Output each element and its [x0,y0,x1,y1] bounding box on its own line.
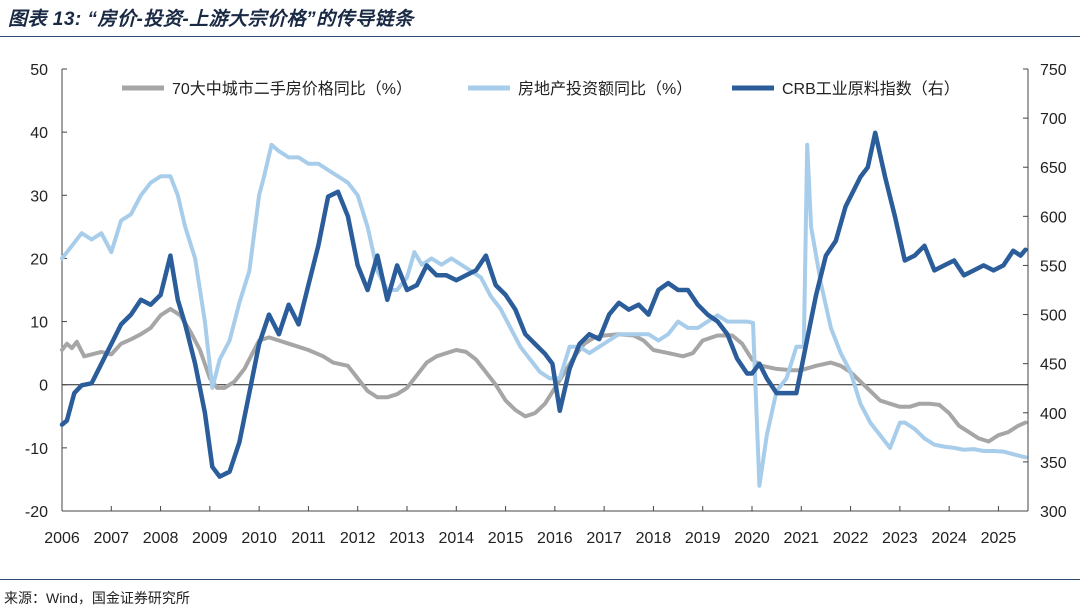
right-tick-label: 300 [1040,504,1067,521]
left-tick-label: -20 [25,504,48,521]
x-tick-label: 2018 [636,530,672,547]
legend-label-3: CRB工业原料指数（右） [782,80,960,98]
x-tick-label: 2014 [438,530,474,547]
x-tick-label: 2023 [882,530,918,547]
left-tick-label: 30 [30,188,48,205]
right-tick-label: 600 [1040,209,1067,226]
legend-label-2: 房地产投资额同比（%） [518,80,692,98]
legend: 70大中城市二手房价格同比（%） 房地产投资额同比（%） CRB工业原料指数（右） [122,80,960,98]
x-tick-label: 2020 [734,530,770,547]
right-tick-label: 650 [1040,160,1067,177]
left-tick-label: 0 [39,378,48,395]
chart-axes: 50403020100-10-2075070065060055050045040… [25,62,1067,547]
right-tick-label: 700 [1040,111,1067,128]
right-tick-label: 450 [1040,357,1067,374]
x-tick-label: 2011 [291,530,326,547]
left-tick-label: 50 [30,62,48,79]
series-line-2 [60,142,1028,488]
left-tick-label: -10 [25,441,48,458]
series-layer [59,130,1028,488]
x-tick-label: 2010 [241,530,277,547]
right-tick-label: 400 [1040,406,1067,423]
footer-divider [0,579,1080,580]
x-tick-label: 2019 [685,530,721,547]
x-tick-label: 2007 [93,530,129,547]
left-tick-label: 20 [30,251,48,268]
x-tick-label: 2008 [143,530,179,547]
right-tick-label: 750 [1040,62,1067,79]
series-line-3 [59,130,1028,479]
x-tick-label: 2012 [340,530,376,547]
x-tick-label: 2017 [586,530,622,547]
right-tick-label: 550 [1040,258,1067,275]
x-tick-label: 2015 [488,530,524,547]
line-chart: 50403020100-10-2075070065060055050045040… [25,62,1067,547]
x-tick-label: 2022 [833,530,869,547]
chart-title: 图表 13: “房价-投资-上游大宗价格”的传导链条 [8,9,414,30]
x-tick-label: 2024 [931,530,967,547]
x-tick-label: 2006 [44,530,80,547]
left-tick-label: 10 [30,315,48,332]
series-line-1 [60,306,1028,444]
right-tick-label: 500 [1040,308,1067,325]
legend-label-1: 70大中城市二手房价格同比（%） [172,80,412,98]
x-tick-label: 2016 [537,530,573,547]
left-tick-label: 40 [30,125,48,142]
x-tick-label: 2021 [783,530,819,547]
x-tick-label: 2009 [192,530,228,547]
source-note: 来源：Wind，国金证券研究所 [4,590,190,606]
title-divider [0,36,1080,37]
x-tick-label: 2013 [389,530,425,547]
right-tick-label: 350 [1040,455,1067,472]
x-tick-label: 2025 [981,530,1017,547]
